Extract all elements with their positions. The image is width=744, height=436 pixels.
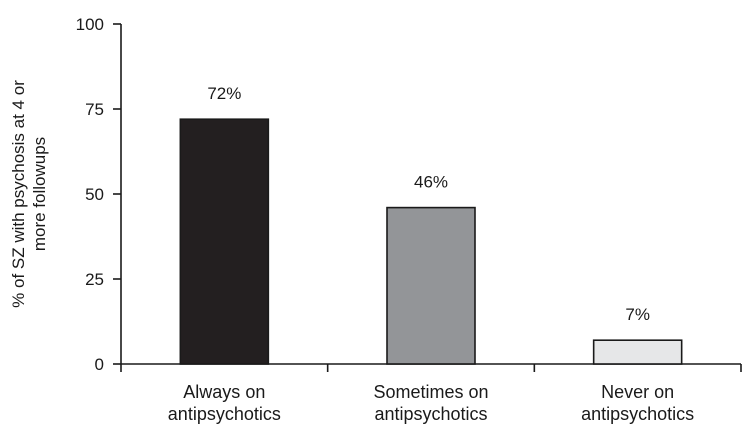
data-label: 72% — [207, 84, 241, 103]
y-tick-label: 0 — [95, 355, 104, 374]
x-tick-label: antipsychotics — [374, 404, 487, 424]
y-tick-label: 25 — [85, 270, 104, 289]
data-label: 7% — [625, 305, 650, 324]
y-tick-label: 50 — [85, 185, 104, 204]
x-tick-label: Never on — [601, 382, 674, 402]
data-label: 46% — [414, 173, 448, 192]
y-tick-label: 100 — [76, 15, 104, 34]
bar — [179, 118, 270, 365]
x-tick-label: Sometimes on — [373, 382, 488, 402]
y-axis-title: more followups — [30, 137, 49, 251]
x-tick-label: antipsychotics — [581, 404, 694, 424]
bar — [592, 339, 683, 365]
x-tick-label: antipsychotics — [168, 404, 281, 424]
y-tick-label: 75 — [85, 100, 104, 119]
bar — [386, 206, 476, 365]
bars — [179, 118, 683, 365]
y-axis-title: % of SZ with psychosis at 4 or — [9, 80, 28, 308]
x-tick-label: Always on — [183, 382, 265, 402]
y-axis-label: % of SZ with psychosis at 4 or more follo… — [9, 80, 49, 308]
